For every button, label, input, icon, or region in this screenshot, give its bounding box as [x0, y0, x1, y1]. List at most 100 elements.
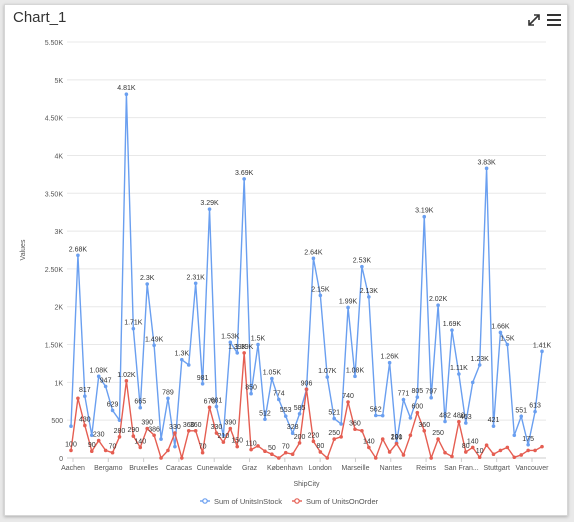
data-label: 100 — [65, 441, 77, 448]
data-label: 512 — [259, 410, 271, 417]
data-point-order — [477, 455, 482, 460]
data-point-stock — [69, 424, 73, 429]
data-label: 250 — [432, 430, 444, 437]
x-tick-label: Marseille — [341, 465, 369, 472]
data-point-stock — [443, 419, 447, 424]
data-label: 1.53K — [221, 333, 240, 340]
data-point-stock — [491, 424, 496, 428]
data-label: 817 — [79, 387, 91, 394]
x-tick-label: København — [267, 465, 303, 472]
data-label: 200 — [294, 434, 306, 441]
data-point-stock — [76, 253, 80, 258]
data-label: 80 — [462, 443, 470, 450]
data-label: 80 — [316, 443, 324, 450]
data-point-stock — [325, 375, 330, 379]
data-point-order — [519, 453, 524, 457]
data-point-order — [131, 434, 136, 438]
data-label: 1.26K — [380, 354, 399, 361]
y-tick-label: 1.50K — [45, 343, 64, 350]
data-label-layer: 2.68K 817 1.08K 947 629 4.81K 1.71K 665 2.3K 1.49… — [65, 85, 551, 455]
data-point-order — [422, 428, 427, 433]
data-point-stock — [415, 395, 420, 399]
y-tick-label: 4K — [54, 153, 63, 160]
y-tick-label: 2.50K — [45, 267, 64, 274]
y-tick-label: 5.50K — [45, 40, 64, 47]
data-label: 140 — [134, 438, 146, 445]
data-point-order — [401, 453, 406, 457]
data-label: 1.5K — [500, 336, 515, 343]
data-point-stock — [387, 360, 392, 365]
data-point-order — [152, 433, 156, 438]
hamburger-menu-icon[interactable] — [545, 11, 563, 29]
data-point-order — [159, 456, 163, 460]
series-layer — [69, 92, 544, 461]
data-point-stock — [193, 281, 198, 286]
data-point-stock — [408, 416, 413, 420]
data-label: 140 — [467, 438, 479, 445]
x-tick-label: Vancouver — [516, 465, 550, 472]
data-label: 430 — [79, 416, 91, 423]
data-point-stock — [297, 411, 302, 416]
legend-marker-order — [294, 498, 300, 504]
data-point-order — [124, 379, 129, 383]
data-point-order — [69, 448, 73, 453]
data-label: 1.11K — [450, 365, 468, 372]
data-point-order — [464, 450, 468, 454]
data-label: 390 — [141, 420, 153, 427]
data-point-stock — [256, 342, 260, 347]
data-point-order — [498, 448, 503, 453]
data-label: 290 — [127, 427, 139, 434]
data-point-stock — [332, 416, 337, 421]
data-point-stock — [360, 264, 364, 269]
data-point-stock — [103, 384, 108, 389]
data-point-stock — [519, 414, 524, 419]
data-point-order — [96, 438, 101, 443]
data-point-stock — [526, 442, 530, 447]
grid-layer — [67, 41, 546, 459]
data-label: 1.41K — [533, 342, 552, 349]
y-tick-label: 500 — [51, 418, 63, 425]
data-label: 1.39K — [235, 344, 254, 351]
data-point-stock — [380, 413, 385, 418]
data-point-order — [318, 450, 323, 454]
data-label: 360 — [183, 422, 195, 429]
data-point-order — [200, 450, 205, 455]
data-label: 70 — [109, 444, 117, 451]
data-point-order — [207, 405, 212, 410]
data-point-order — [394, 441, 399, 446]
data-point-order — [76, 396, 80, 401]
y-tick-label: 1K — [54, 380, 63, 387]
data-point-stock — [477, 363, 482, 367]
data-point-stock — [276, 397, 281, 402]
data-label: 681 — [211, 397, 223, 404]
data-point-stock — [311, 256, 316, 261]
data-point-order — [380, 437, 385, 441]
data-label: 600 — [411, 404, 423, 411]
x-tick-label: Nantes — [380, 465, 403, 472]
data-point-order — [526, 448, 530, 453]
series-line-order — [70, 352, 543, 461]
data-point-order — [193, 428, 198, 433]
expand-icon[interactable] — [525, 11, 543, 29]
data-label: 175 — [522, 436, 534, 443]
data-point-order — [166, 448, 170, 453]
data-label: 190 — [391, 435, 403, 442]
data-point-stock — [464, 421, 468, 425]
data-label: 463 — [460, 414, 472, 421]
data-label: 553 — [280, 407, 292, 414]
data-point-order — [387, 450, 392, 454]
y-tick-label: 3K — [54, 229, 63, 236]
data-point-stock — [367, 295, 371, 299]
data-point-stock — [249, 391, 253, 396]
data-label: 1.05K — [263, 370, 282, 377]
data-point-order — [450, 454, 454, 459]
data-label: 250 — [328, 430, 340, 437]
data-point-order — [256, 444, 260, 448]
data-point-stock — [484, 166, 489, 171]
line-chart: 0 500 1K 1.50K 2K 2.50K 3K 3.50K 4K 4.50K 5K 5.50K A… — [20, 40, 551, 506]
data-point-stock — [166, 396, 170, 401]
data-point-stock — [318, 293, 323, 298]
legend-label-stock: Sum of UnitsInStock — [214, 497, 282, 506]
legend-marker-stock — [202, 498, 208, 504]
data-point-stock — [373, 413, 378, 418]
